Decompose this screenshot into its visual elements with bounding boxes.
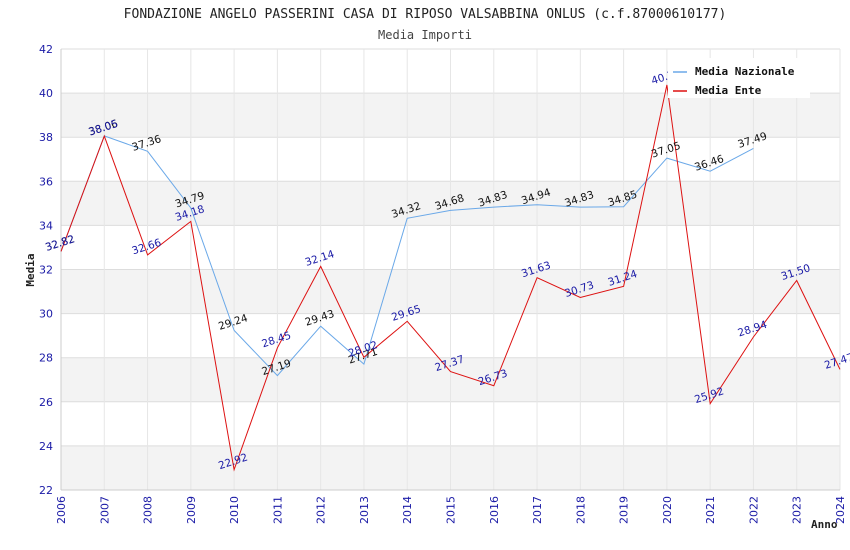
x-tick-label: 2019 xyxy=(618,496,631,524)
y-tick-labels: 22 24 26 28 30 32 34 36 38 40 42 xyxy=(39,43,53,497)
x-tick-label: 2007 xyxy=(98,496,111,524)
x-tick-label: 2015 xyxy=(445,496,458,524)
x-tick-label: 2021 xyxy=(704,496,717,524)
y-tick-label: 28 xyxy=(39,352,53,365)
x-tick-label: 2012 xyxy=(315,496,328,524)
x-tick-label: 2017 xyxy=(531,496,544,524)
x-tick-label: 2014 xyxy=(401,496,414,524)
y-tick-label: 38 xyxy=(39,131,53,144)
y-tick-label: 26 xyxy=(39,396,53,409)
y-tick-label: 34 xyxy=(39,219,53,232)
chart-title: FONDAZIONE ANGELO PASSERINI CASA DI RIPO… xyxy=(124,7,727,22)
y-tick-label: 22 xyxy=(39,484,53,497)
x-tick-label: 2023 xyxy=(791,496,804,524)
legend-box xyxy=(668,58,810,98)
series-layer xyxy=(60,84,841,472)
x-tick-label: 2010 xyxy=(228,496,241,524)
x-tick-label: 2018 xyxy=(574,496,587,524)
x-tick-label: 2013 xyxy=(358,496,371,524)
y-tick-label: 40 xyxy=(39,87,53,100)
legend: Media Nazionale Media Ente xyxy=(668,58,810,98)
y-tick-label: 32 xyxy=(39,264,53,277)
series-line-media-ente xyxy=(60,84,841,472)
legend-label-media-ente: Media Ente xyxy=(695,84,762,97)
x-tick-label: 2008 xyxy=(142,496,155,524)
x-tick-label: 2011 xyxy=(271,496,284,524)
y-tick-label: 36 xyxy=(39,175,53,188)
y-tick-label: 42 xyxy=(39,43,53,56)
x-tick-label: 2022 xyxy=(747,496,760,524)
x-tick-label: 2009 xyxy=(185,496,198,524)
x-axis-label: Anno xyxy=(811,518,838,531)
x-tick-label: 2020 xyxy=(661,496,674,524)
series-line-media-nazionale xyxy=(60,135,754,377)
x-tick-labels: 2006 2007 2008 2009 2010 2011 2012 2013 2014 2015… xyxy=(55,496,847,524)
y-tick-label: 24 xyxy=(39,440,53,453)
x-tick-label: 2006 xyxy=(55,496,68,524)
x-tick-label: 2024 xyxy=(834,496,847,524)
y-axis-label: Media xyxy=(24,253,37,286)
chart-subtitle: Media Importi xyxy=(378,28,472,42)
x-tick-label: 2016 xyxy=(488,496,501,524)
y-tick-label: 30 xyxy=(39,308,53,321)
legend-label-media-nazionale: Media Nazionale xyxy=(695,65,795,78)
